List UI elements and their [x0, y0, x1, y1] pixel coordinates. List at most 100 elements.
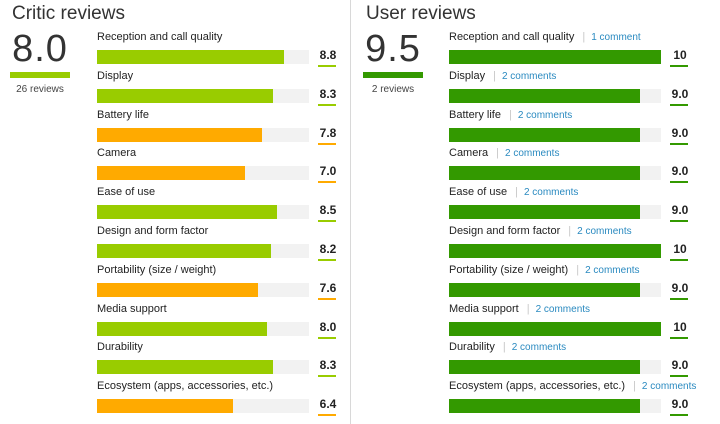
- rating-bar-fill: [449, 166, 640, 181]
- rating-value: 7.6: [319, 280, 337, 295]
- comments-link[interactable]: 2 comments: [641, 381, 697, 393]
- rating-value: 8.3: [319, 86, 337, 101]
- user-rating-list: Reception and call quality | 1 comment 10 Di…: [449, 31, 696, 419]
- user-rating-label: Design and form factor | 2 comments: [449, 225, 632, 237]
- rating-value-underline: [670, 181, 688, 184]
- rating-bar-track: [97, 166, 309, 181]
- rating-bar-track: [449, 360, 661, 375]
- rating-category-label: Ecosystem (apps, accessories, etc.): [97, 380, 274, 393]
- critic-rating-label: Display: [97, 70, 133, 82]
- user-score: 9.5: [365, 28, 421, 70]
- rating-bar-fill: [449, 282, 640, 297]
- comments-link[interactable]: 2 comments: [517, 109, 573, 121]
- user-rating-label: Portability (size / weight) | 2 comments: [449, 264, 640, 276]
- comments-link[interactable]: 2 comments: [585, 264, 640, 276]
- comments-link[interactable]: 2 comments: [577, 225, 632, 237]
- critic-rating-label: Ease of use: [97, 186, 155, 198]
- rating-bar-fill: [449, 243, 661, 258]
- rating-bar-track: [97, 321, 309, 336]
- comments-link[interactable]: 1 comment: [591, 32, 641, 43]
- rating-category-label: Battery life: [449, 108, 501, 121]
- rating-bar-track: [449, 399, 661, 414]
- rating-value-underline: [670, 375, 688, 378]
- rating-value-underline: [670, 220, 688, 223]
- rating-bar-fill: [449, 399, 640, 414]
- user-rating-label: Battery life | 2 comments: [449, 109, 572, 121]
- rating-bar-track: [449, 205, 661, 220]
- rating-bar-track: [97, 399, 309, 414]
- user-rating-row: Ease of use | 2 comments 9.0: [449, 186, 693, 225]
- comments-link[interactable]: 2 comments: [504, 148, 560, 160]
- rating-value-underline: [318, 375, 336, 378]
- rating-bar-track: [449, 321, 661, 336]
- comments-link[interactable]: 2 comments: [523, 187, 579, 199]
- critic-score-block: 8.0 26 reviews: [6, 30, 74, 95]
- comments-link[interactable]: 2 comments: [511, 342, 567, 354]
- rating-value-underline: [318, 336, 336, 339]
- user-rating-label: Ecosystem (apps, accessories, etc.) | 2 co…: [449, 380, 696, 392]
- rating-bar-fill: [97, 166, 246, 181]
- rating-category-label: Durability: [97, 341, 143, 354]
- rating-category-label: Ease of use: [97, 186, 156, 199]
- user-rating-row: Durability | 2 comments 9.0: [449, 341, 693, 380]
- rating-value-underline: [670, 336, 688, 339]
- rating-value: 7.0: [319, 164, 337, 179]
- comments-link[interactable]: 2 comments: [535, 303, 591, 315]
- critic-rating-row: Design and form factor 8.2: [97, 225, 341, 264]
- rating-category-label: Display: [449, 69, 486, 82]
- rating-bar-track: [97, 88, 309, 103]
- rating-category-label: Design and form factor: [97, 224, 209, 237]
- critic-rating-row: Durability 8.3: [97, 341, 341, 380]
- comments-separator: |: [508, 108, 512, 121]
- critic-rating-row: Camera 7.0: [97, 147, 341, 186]
- critic-reviews-panel: Critic reviews 8.0 26 reviews Reception …: [0, 0, 350, 424]
- critic-rating-row: Reception and call quality 8.8: [97, 31, 341, 70]
- critic-rating-row: Portability (size / weight) 7.6: [97, 264, 341, 303]
- user-score-underline: [363, 72, 423, 78]
- user-rating-row: Media support | 2 comments 10: [449, 303, 693, 342]
- comments-separator: |: [568, 224, 572, 237]
- comments-separator: |: [515, 186, 518, 199]
- rating-category-label: Media support: [97, 302, 167, 315]
- rating-category-label: Display: [97, 69, 134, 82]
- rating-bar-track: [97, 127, 309, 142]
- rating-value: 8.8: [319, 48, 337, 62]
- critic-rating-label: Ecosystem (apps, accessories, etc.): [97, 380, 273, 392]
- user-rating-row: Portability (size / weight) | 2 comments 9.…: [449, 264, 693, 303]
- rating-bar-fill: [449, 88, 640, 103]
- rating-value-underline: [670, 142, 688, 145]
- comments-separator: |: [576, 263, 580, 276]
- critic-rating-label: Media support: [97, 303, 167, 315]
- rating-value: 8.5: [319, 203, 337, 218]
- rating-value-underline: [670, 103, 688, 106]
- user-rating-label: Reception and call quality | 1 comment: [449, 31, 641, 43]
- critic-rating-row: Battery life 7.8: [97, 109, 341, 148]
- rating-value: 9.0: [671, 164, 689, 179]
- rating-bar-track: [97, 243, 309, 258]
- rating-bar-fill: [449, 321, 661, 336]
- user-rating-row: Ecosystem (apps, accessories, etc.) | 2 co…: [449, 380, 696, 419]
- user-reviews-panel: User reviews 9.5 2 reviews Reception and…: [352, 0, 720, 424]
- critic-score: 8.0: [12, 28, 68, 70]
- critic-rating-row: Media support 8.0: [97, 303, 341, 342]
- rating-category-label: Durability: [449, 341, 495, 354]
- rating-value: 9.0: [671, 203, 689, 218]
- user-rating-label: Camera | 2 comments: [449, 147, 559, 159]
- critic-rating-label: Camera: [97, 147, 136, 159]
- rating-value-underline: [318, 297, 336, 300]
- rating-value: 9.0: [671, 125, 689, 140]
- user-rating-label: Media support | 2 comments: [449, 303, 590, 315]
- critic-rating-row: Ecosystem (apps, accessories, etc.) 6.4: [97, 380, 341, 419]
- rating-bar-fill: [97, 399, 233, 414]
- rating-category-label: Portability (size / weight): [97, 263, 217, 276]
- comments-link[interactable]: 2 comments: [501, 70, 557, 82]
- rating-bar-track: [97, 282, 309, 297]
- rating-bar-fill: [97, 321, 267, 336]
- rating-bar-fill: [449, 360, 640, 375]
- panel-divider: [350, 0, 351, 424]
- rating-value-underline: [670, 65, 688, 67]
- rating-bar-fill: [449, 127, 640, 142]
- rating-bar-track: [449, 50, 661, 64]
- user-rating-label: Ease of use | 2 comments: [449, 186, 578, 198]
- rating-category-label: Camera: [97, 147, 137, 160]
